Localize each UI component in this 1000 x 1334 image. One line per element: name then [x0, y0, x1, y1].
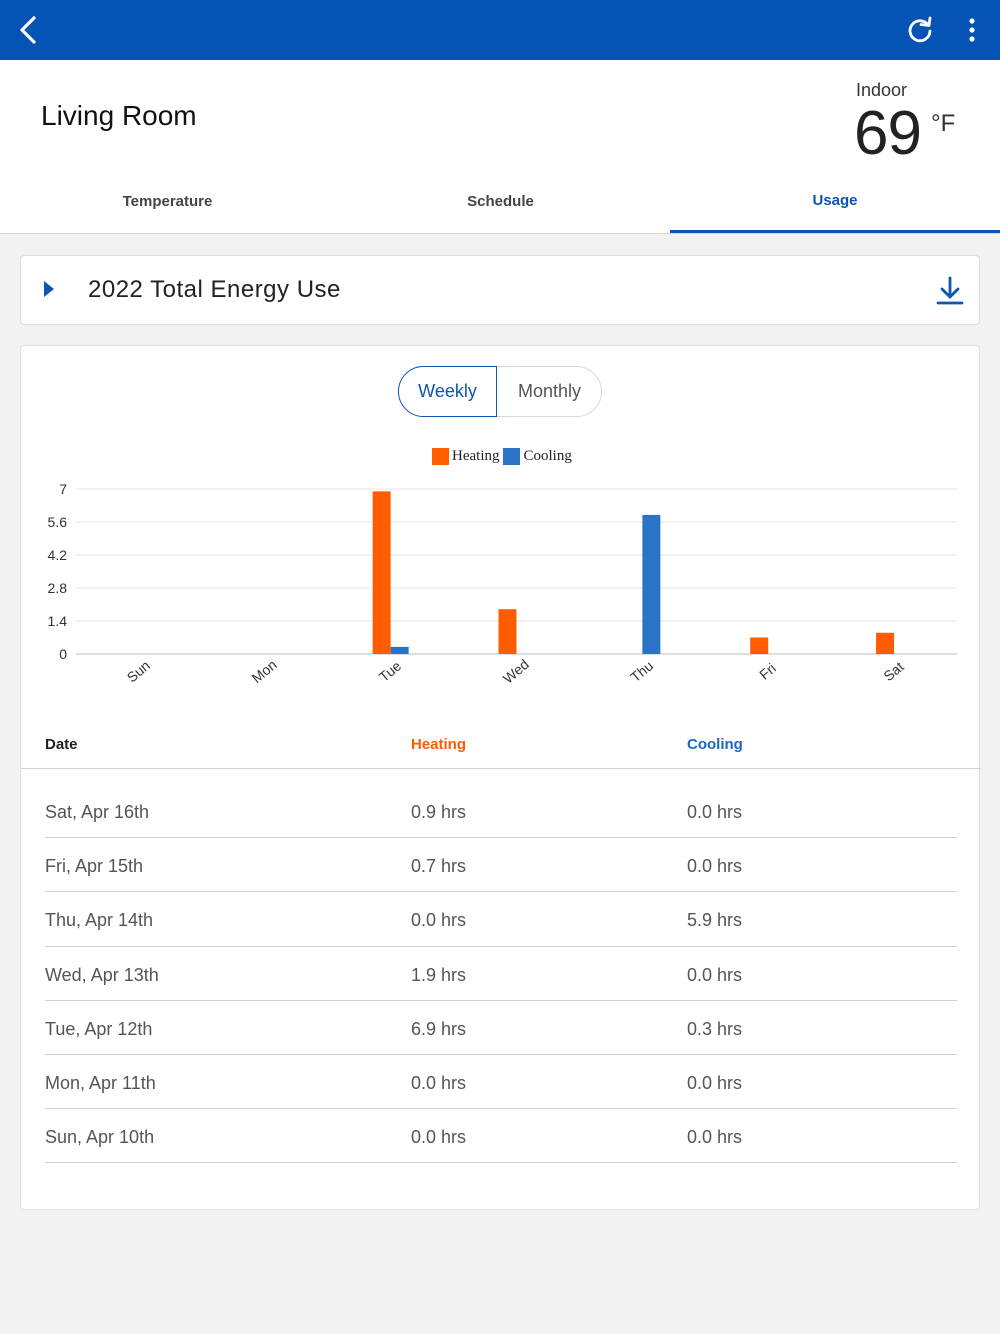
date-cell: Sat, Apr 16th	[45, 802, 150, 822]
date-cell: Wed, Apr 13th	[45, 964, 159, 985]
header-date: Date	[45, 736, 78, 753]
table-row: Fri, Apr 15th 0.7 hrs 0.0 hrs	[45, 838, 957, 893]
cooling-cell: 0.0 hrs	[687, 1072, 743, 1093]
y-tick-label: 7	[59, 481, 67, 497]
x-tick-label: Sun	[124, 657, 153, 685]
date-cell: Mon, Apr 11th	[45, 1072, 156, 1093]
y-tick-label: 1.4	[48, 613, 68, 629]
more-options-button[interactable]	[950, 8, 994, 52]
bar-heating-sat	[876, 632, 895, 654]
top-app-bar	[0, 0, 1000, 60]
temperature-unit: °F	[931, 110, 956, 137]
tab-bar: Temperature Schedule Usage	[0, 170, 1000, 234]
heating-cell: 0.0 hrs	[411, 1127, 467, 1148]
heating-cell: 0.0 hrs	[411, 1072, 467, 1093]
y-tick-label: 5.6	[48, 514, 68, 530]
legend-item-heating: Heating	[432, 447, 500, 465]
cooling-cell: 0.0 hrs	[687, 856, 743, 877]
x-tick-label: Thu	[627, 657, 656, 685]
chevron-left-icon	[20, 16, 36, 44]
tab-schedule[interactable]: Schedule	[467, 193, 534, 210]
heating-cell: 6.9 hrs	[411, 1018, 467, 1039]
chart-legend: Heating Cooling	[432, 446, 576, 466]
room-title: Living Room	[41, 100, 197, 131]
date-cell: Thu, Apr 14th	[45, 910, 154, 931]
bar-cooling-tue	[390, 646, 409, 654]
date-cell: Tue, Apr 12th	[45, 1018, 153, 1039]
usage-table: Sat, Apr 16th 0.9 hrs 0.0 hrs Fri, Apr 1…	[45, 784, 957, 1164]
table-row: Wed, Apr 13th 1.9 hrs 0.0 hrs	[45, 947, 957, 1001]
heating-cell: 0.9 hrs	[411, 802, 467, 822]
table-row: Thu, Apr 14th 0.0 hrs 5.9 hrs	[45, 892, 957, 947]
table-row: Mon, Apr 11th 0.0 hrs 0.0 hrs	[45, 1055, 957, 1110]
y-tick-label: 0	[59, 646, 67, 662]
y-tick-label: 4.2	[48, 547, 68, 563]
table-row: Sun, Apr 10th 0.0 hrs 0.0 hrs	[45, 1109, 957, 1164]
weekly-toggle[interactable]: Weekly	[398, 366, 497, 417]
monthly-toggle[interactable]: Monthly	[517, 381, 582, 401]
total-energy-use-card[interactable]: 2022 Total Energy Use	[20, 255, 980, 325]
indoor-label: Indoor	[856, 80, 908, 100]
x-tick-label: Tue	[376, 657, 405, 685]
y-tick-label: 2.8	[48, 580, 68, 596]
triangle-right-icon	[44, 281, 54, 297]
x-tick-label: Sat	[880, 658, 906, 684]
heating-cell: 0.7 hrs	[411, 856, 467, 877]
room-header: Living Room Indoor 69 °F	[0, 60, 1000, 234]
heating-cell: 0.0 hrs	[411, 910, 467, 931]
header-cooling: Cooling	[687, 736, 743, 753]
table-row: Sat, Apr 16th 0.9 hrs 0.0 hrs	[45, 784, 957, 839]
cooling-cell: 0.0 hrs	[687, 964, 743, 985]
energy-card-title: 2022 Total Energy Use	[88, 276, 341, 303]
legend-label-heating: Heating	[452, 447, 500, 464]
cooling-cell: 0.0 hrs	[687, 802, 743, 822]
tab-temperature[interactable]: Temperature	[122, 193, 213, 210]
table-row: Tue, Apr 12th 6.9 hrs 0.3 hrs	[45, 1001, 957, 1055]
period-toggle: Weekly Monthly	[398, 366, 602, 417]
bar-heating-fri	[750, 637, 769, 654]
usage-card: Weekly Monthly Heating Cooling 0 1.4 2.8 4.…	[20, 345, 981, 1210]
legend-swatch-heating	[432, 447, 449, 465]
back-button[interactable]	[8, 8, 48, 52]
cooling-cell: 5.9 hrs	[687, 910, 743, 931]
legend-swatch-cooling	[503, 447, 521, 465]
x-tick-label: Wed	[500, 656, 532, 687]
bar-cooling-thu	[642, 514, 661, 654]
heating-cell: 1.9 hrs	[411, 964, 467, 985]
bar-heating-wed	[498, 609, 517, 654]
date-cell: Sun, Apr 10th	[45, 1127, 155, 1148]
cooling-cell: 0.0 hrs	[687, 1127, 743, 1148]
cooling-cell: 0.3 hrs	[687, 1018, 743, 1039]
refresh-icon	[908, 16, 932, 43]
tab-usage[interactable]: Usage	[670, 170, 1000, 233]
download-button[interactable]	[933, 274, 967, 308]
header-heating: Heating	[411, 736, 467, 753]
x-tick-label: Mon	[249, 656, 280, 686]
refresh-button[interactable]	[898, 8, 942, 52]
date-cell: Fri, Apr 15th	[45, 856, 144, 877]
usage-bar-chart: 0 1.4 2.8 4.2 5.6 7 Sun Mon Tue Wed Thu Fri Sat	[48, 481, 957, 687]
legend-item-cooling: Cooling	[503, 447, 572, 465]
more-vertical-icon	[969, 18, 975, 42]
legend-label-cooling: Cooling	[523, 447, 572, 464]
download-icon	[936, 276, 964, 305]
indoor-temperature: 69	[854, 99, 922, 168]
x-tick-label: Fri	[756, 660, 779, 683]
bar-heating-tue	[372, 491, 391, 654]
table-header: Date Heating Cooling	[21, 716, 981, 769]
